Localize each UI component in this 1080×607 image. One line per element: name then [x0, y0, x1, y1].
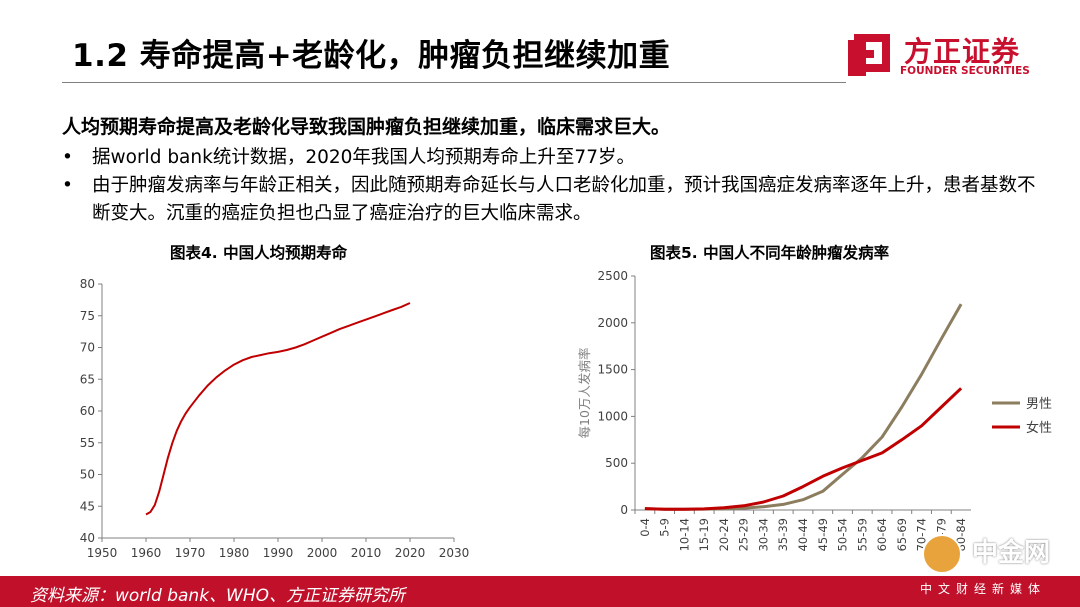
- y-tick-label: 65: [80, 372, 95, 386]
- chart-incidence-by-age: 0 500 1000 1500 2000 2500 0-4 5-9 10-14 15-19 20-2…: [577, 269, 1052, 551]
- series-line-life-expectancy: [145, 302, 411, 516]
- x-tick-label: 10-14: [677, 518, 691, 551]
- watermark-title: 中金网: [972, 538, 1051, 568]
- x-tick-label: 1950: [87, 546, 118, 560]
- y-tick-label: 70: [80, 341, 95, 355]
- bullet-text: 据world bank统计数据，2020年我国人均预期寿命上升至77岁。: [92, 147, 635, 168]
- x-tick-label: 5-9: [658, 518, 672, 537]
- watermark: 中金网 CNGOLD.COM.CN 中文财经新媒体: [920, 528, 1080, 607]
- page-title: 1.2 寿命提高+老龄化，肿瘤负担继续加重: [72, 38, 671, 74]
- x-tick-label: 2010: [351, 546, 382, 560]
- x-tick-label: 1970: [175, 546, 206, 560]
- chart-life-expectancy-title: 图表4. 中国人均预期寿命: [170, 244, 348, 262]
- x-tick-label: 25-29: [737, 518, 751, 551]
- logo-text-cn: 方正证券: [904, 35, 1021, 68]
- bullet-symbol: •: [62, 175, 73, 196]
- x-tick-label: 65-69: [895, 518, 909, 551]
- bullet-symbol: •: [62, 147, 73, 168]
- title-divider: [62, 82, 846, 83]
- founder-logo-icon: [848, 34, 890, 76]
- y-tick-label: 500: [605, 456, 628, 470]
- bullet-text: 由于肿瘤发病率与年龄正相关，因此随预期寿命延长与人口老龄化加重，预计我国癌症发病…: [92, 175, 1036, 224]
- legend-label: 女性: [1026, 420, 1052, 436]
- y-tick-label: 0: [620, 503, 628, 517]
- x-tick-label: 1980: [219, 546, 250, 560]
- y-tick-label: 1000: [597, 409, 628, 423]
- x-tick-label: 1960: [131, 546, 162, 560]
- x-tick-label: 1990: [263, 546, 294, 560]
- y-tick-label: 2000: [597, 316, 628, 330]
- x-tick-label: 30-34: [756, 518, 770, 551]
- y-tick-label: 75: [80, 309, 95, 323]
- series-line-male: [644, 303, 963, 511]
- y-tick-label: 60: [80, 404, 95, 418]
- logo-text-en: FOUNDER SECURITIES: [900, 65, 1030, 77]
- x-tick-label: 20-24: [717, 518, 731, 551]
- y-axis-label: 每10万人发病率: [577, 348, 592, 439]
- x-tick-label: 0-4: [638, 518, 652, 537]
- footer-bar: 资料来源：world bank、WHO、方正证券研究所: [0, 576, 1080, 607]
- watermark-logo-icon: [922, 534, 962, 574]
- chart-incidence-title: 图表5. 中国人不同年龄肿瘤发病率: [650, 244, 890, 262]
- watermark-subtitle: 中文财经新媒体: [920, 582, 1047, 596]
- x-tick-label: 35-39: [776, 518, 790, 551]
- y-tick-label: 50: [80, 468, 95, 482]
- y-tick-label: 45: [80, 499, 95, 513]
- x-tick-label: 45-49: [816, 518, 830, 551]
- x-tick-label: 2020: [395, 546, 426, 560]
- y-tick-label: 80: [80, 277, 95, 291]
- chart-life-expectancy: 40 45 50 55 60 65 70 75 80 1950 1960 1970 1980 1990 20…: [80, 277, 470, 560]
- legend-label: 男性: [1026, 397, 1052, 412]
- founder-logo: 方正证券 FOUNDER SECURITIES: [848, 30, 1038, 80]
- x-tick-label: 40-44: [796, 518, 810, 551]
- y-tick-label: 55: [80, 436, 95, 450]
- watermark-url: CNGOLD.COM.CN: [990, 568, 1069, 578]
- y-tick-label: 40: [80, 531, 95, 545]
- x-tick-label: 15-19: [697, 518, 711, 551]
- lead-statement: 人均预期寿命提高及老龄化导致我国肿瘤负担继续加重，临床需求巨大。: [62, 116, 671, 138]
- x-tick-label: 60-64: [875, 518, 889, 551]
- x-tick-label: 55-59: [855, 518, 869, 551]
- y-tick-label: 2500: [597, 269, 628, 283]
- series-line-female: [644, 387, 963, 511]
- y-tick-label: 1500: [597, 363, 628, 377]
- x-tick-label: 2030: [439, 546, 470, 560]
- footer-source: 资料来源：world bank、WHO、方正证券研究所: [30, 586, 406, 606]
- x-tick-label: 50-54: [836, 518, 850, 551]
- x-tick-label: 2000: [307, 546, 338, 560]
